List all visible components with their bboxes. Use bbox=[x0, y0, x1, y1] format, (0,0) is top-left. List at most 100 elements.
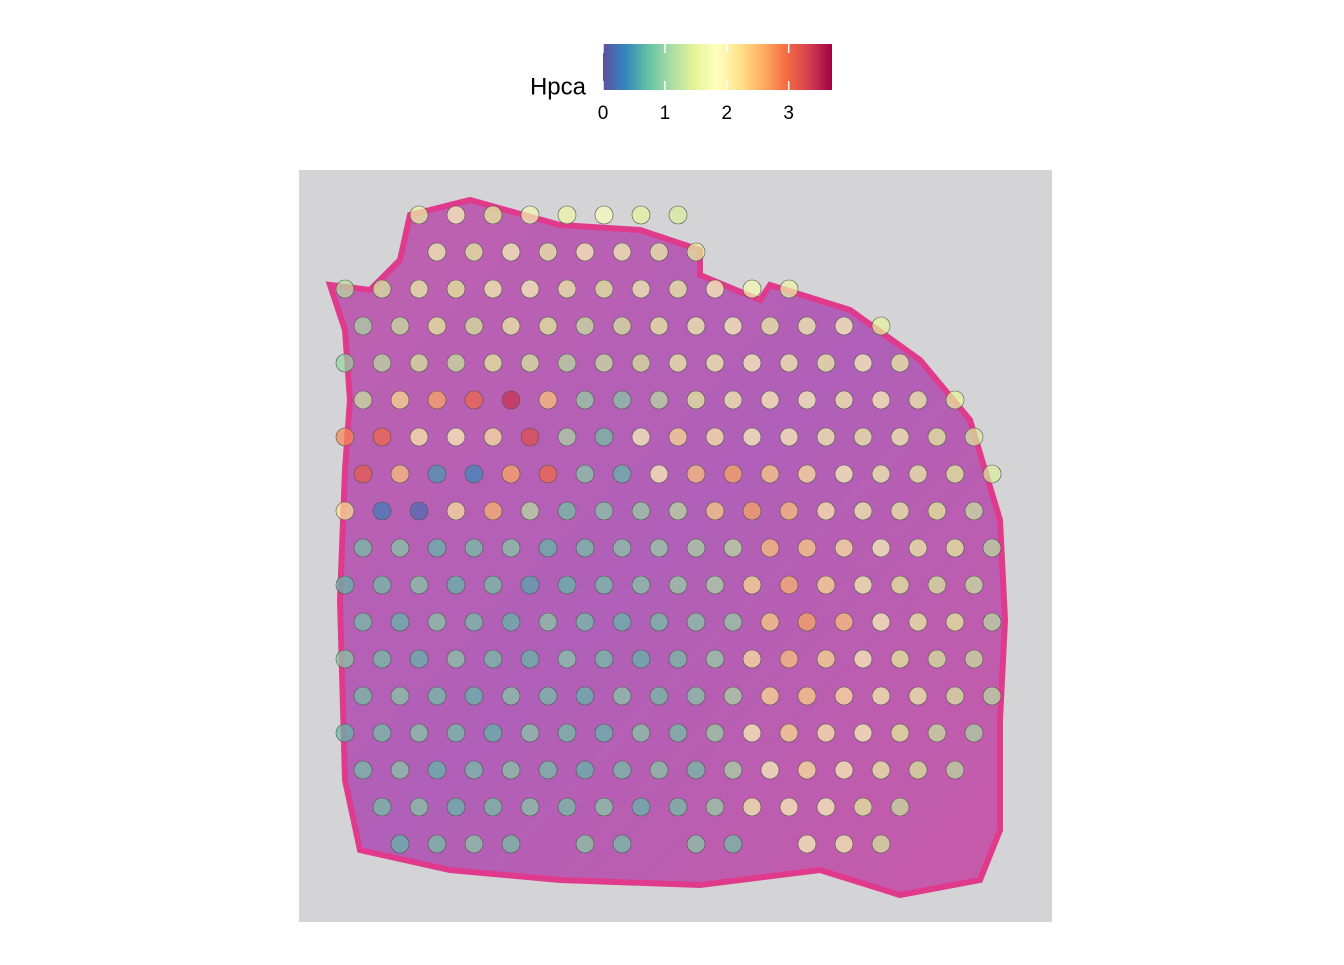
spot bbox=[908, 390, 928, 410]
spot bbox=[464, 316, 484, 336]
spot bbox=[520, 797, 540, 817]
spot bbox=[723, 834, 743, 854]
spot bbox=[427, 464, 447, 484]
spot bbox=[575, 464, 595, 484]
spot bbox=[705, 575, 725, 595]
spot bbox=[779, 797, 799, 817]
spot bbox=[927, 723, 947, 743]
spot bbox=[501, 242, 521, 262]
spot bbox=[612, 316, 632, 336]
spot bbox=[649, 316, 669, 336]
spot bbox=[668, 649, 688, 669]
colorbar-tick-label: 0 bbox=[598, 103, 609, 124]
spot bbox=[464, 834, 484, 854]
spot bbox=[409, 797, 429, 817]
spot bbox=[594, 723, 614, 743]
spot bbox=[409, 205, 429, 225]
spot bbox=[797, 834, 817, 854]
spot bbox=[779, 353, 799, 373]
spot bbox=[945, 760, 965, 780]
spot bbox=[483, 723, 503, 743]
spot bbox=[742, 723, 762, 743]
spot bbox=[853, 353, 873, 373]
spot bbox=[908, 612, 928, 632]
spot bbox=[871, 686, 891, 706]
spot bbox=[723, 538, 743, 558]
spot bbox=[908, 464, 928, 484]
spot bbox=[797, 390, 817, 410]
spot bbox=[446, 279, 466, 299]
colorbar bbox=[603, 44, 832, 90]
spot bbox=[649, 242, 669, 262]
spot bbox=[631, 723, 651, 743]
colorbar-tick-label: 2 bbox=[721, 103, 732, 124]
spot bbox=[705, 501, 725, 521]
spot bbox=[686, 834, 706, 854]
spot bbox=[834, 834, 854, 854]
spot bbox=[335, 353, 355, 373]
spot bbox=[908, 760, 928, 780]
spot bbox=[927, 427, 947, 447]
spot bbox=[760, 390, 780, 410]
spot bbox=[631, 649, 651, 669]
spot bbox=[446, 205, 466, 225]
spot bbox=[723, 760, 743, 780]
spot bbox=[353, 612, 373, 632]
spot bbox=[686, 316, 706, 336]
spot bbox=[964, 427, 984, 447]
spot bbox=[723, 390, 743, 410]
spot bbox=[575, 760, 595, 780]
spot bbox=[464, 242, 484, 262]
spot bbox=[390, 390, 410, 410]
spot bbox=[390, 538, 410, 558]
spot bbox=[649, 390, 669, 410]
spot bbox=[890, 501, 910, 521]
spot bbox=[557, 205, 577, 225]
spot bbox=[409, 575, 429, 595]
spot bbox=[372, 501, 392, 521]
spot bbox=[945, 390, 965, 410]
spot bbox=[816, 575, 836, 595]
spot bbox=[834, 390, 854, 410]
spot bbox=[631, 427, 651, 447]
spot bbox=[649, 686, 669, 706]
spot bbox=[982, 686, 1002, 706]
spot bbox=[446, 649, 466, 669]
spot bbox=[723, 686, 743, 706]
spot bbox=[723, 464, 743, 484]
spot bbox=[631, 575, 651, 595]
spot bbox=[594, 427, 614, 447]
spot bbox=[390, 464, 410, 484]
spot bbox=[853, 575, 873, 595]
spot bbox=[427, 538, 447, 558]
spot bbox=[409, 427, 429, 447]
spot bbox=[631, 353, 651, 373]
spot bbox=[982, 464, 1002, 484]
spot bbox=[594, 353, 614, 373]
spot bbox=[816, 649, 836, 669]
spot bbox=[594, 501, 614, 521]
spot bbox=[612, 390, 632, 410]
spot bbox=[853, 649, 873, 669]
spot bbox=[908, 538, 928, 558]
spot bbox=[538, 316, 558, 336]
spot bbox=[612, 686, 632, 706]
spot bbox=[742, 279, 762, 299]
spot bbox=[668, 279, 688, 299]
spot bbox=[335, 501, 355, 521]
spot bbox=[501, 316, 521, 336]
spot bbox=[446, 575, 466, 595]
spot bbox=[631, 279, 651, 299]
spot bbox=[538, 538, 558, 558]
spot bbox=[557, 723, 577, 743]
spot bbox=[520, 723, 540, 743]
spot bbox=[372, 797, 392, 817]
spot bbox=[834, 760, 854, 780]
spot bbox=[575, 834, 595, 854]
spot bbox=[668, 205, 688, 225]
spot bbox=[520, 279, 540, 299]
spot bbox=[871, 464, 891, 484]
spot bbox=[742, 427, 762, 447]
spot bbox=[538, 390, 558, 410]
spot bbox=[908, 686, 928, 706]
